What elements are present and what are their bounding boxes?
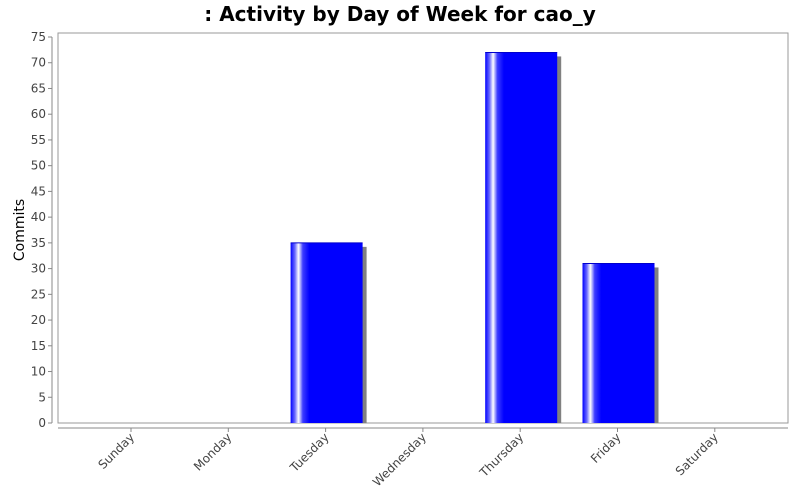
x-tick-label-sunday: Sunday <box>95 430 137 472</box>
y-tick-label: 75 <box>31 30 46 44</box>
x-tick-label-saturday: Saturday <box>673 430 721 478</box>
x-tick-label-friday: Friday <box>588 430 624 466</box>
y-tick-label: 35 <box>31 236 46 250</box>
y-tick-label: 20 <box>31 313 46 327</box>
y-axis: 0 5 10 15 20 25 30 35 40 45 50 55 60 65 70 75 <box>31 30 53 430</box>
y-tick-label: 60 <box>31 107 46 121</box>
y-tick-label: 10 <box>31 365 46 379</box>
x-tick-label-thursday: Thursday <box>476 430 526 480</box>
y-tick-label: 55 <box>31 133 46 147</box>
plot-area <box>57 32 789 424</box>
x-tick-label-monday: Monday <box>191 430 234 473</box>
y-tick-label: 30 <box>31 262 46 276</box>
y-tick-label: 50 <box>31 159 46 173</box>
bars-group <box>290 51 659 423</box>
y-tick-label: 70 <box>31 56 46 70</box>
bar-tuesday <box>290 242 363 423</box>
y-tick-label: 40 <box>31 210 46 224</box>
chart-title: : Activity by Day of Week for cao_y <box>204 2 596 26</box>
x-tick-label-tuesday: Tuesday <box>287 430 332 475</box>
y-tick-label: 45 <box>31 184 46 198</box>
bar-thursday <box>485 52 558 423</box>
y-tick-label: 65 <box>31 81 46 95</box>
y-axis-title: Commits <box>12 199 28 261</box>
y-tick-label: 15 <box>31 339 46 353</box>
x-tick-label-wednesday: Wednesday <box>370 430 429 489</box>
x-axis: Sunday Monday Tuesday Wednesday Thursday Frid… <box>58 427 788 489</box>
y-tick-label: 5 <box>38 390 46 404</box>
bar-friday <box>582 263 655 423</box>
y-tick-label: 25 <box>31 287 46 301</box>
y-tick-label: 0 <box>38 416 46 430</box>
